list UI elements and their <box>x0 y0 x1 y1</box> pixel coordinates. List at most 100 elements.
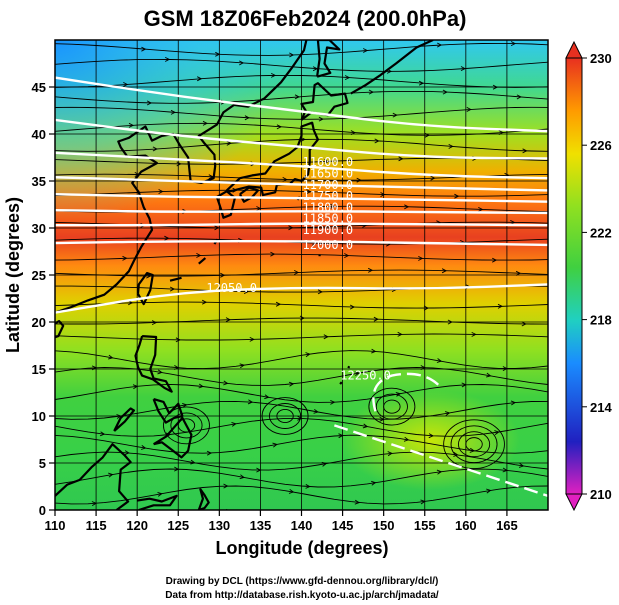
streamline-arrow <box>330 399 336 405</box>
height-contour <box>55 222 548 227</box>
streamline-arrow <box>354 499 360 505</box>
streamline-arrow <box>444 411 451 416</box>
streamline-arrow <box>460 66 466 72</box>
coast-island <box>169 276 182 282</box>
streamline-arrow <box>356 177 362 183</box>
contour-label: 11600.0 <box>303 155 354 169</box>
coast-island <box>347 365 351 369</box>
streamline-arrow <box>379 416 385 422</box>
streamline-arrow <box>158 189 164 194</box>
contour-label: 12000.0 <box>303 238 354 252</box>
streamline-arrow <box>99 431 106 437</box>
streamline-arrow <box>294 94 300 100</box>
streamline-arrow <box>486 372 492 378</box>
streamline-arrow <box>128 122 135 128</box>
streamline-arrow <box>349 304 356 310</box>
streamline-swirl <box>465 437 483 452</box>
streamline-arrow <box>362 48 369 53</box>
streamline-arrow <box>418 80 425 86</box>
streamline-arrow <box>91 501 98 506</box>
streamline-arrow <box>152 146 158 152</box>
contour-label: 11700.0 <box>303 178 354 192</box>
streamline-arrow <box>323 334 329 340</box>
streamline-arrow <box>371 348 377 354</box>
streamline <box>55 42 548 56</box>
streamline-arrow <box>518 463 525 468</box>
x-axis-ticks: 110 115 120 125 130 135 140 145 150 155 160 165 <box>45 510 518 533</box>
streamline-arrow <box>256 206 262 211</box>
y-tick-label: 10 <box>32 409 46 424</box>
streamline-arrow <box>239 363 245 369</box>
coast-visayas <box>152 398 184 424</box>
x-tick-label: 120 <box>126 518 148 533</box>
contour-label: 11900.0 <box>303 223 354 237</box>
x-tick-label: 160 <box>455 518 477 533</box>
streamline-arrow <box>492 84 499 90</box>
streamline-arrow <box>380 192 386 197</box>
streamline-arrow <box>392 112 398 118</box>
streamline-arrow <box>256 467 262 473</box>
streamline-arrow <box>123 82 129 87</box>
streamline-arrow <box>448 143 454 149</box>
x-tick-label: 135 <box>250 518 272 533</box>
coast-sulawesi <box>137 494 178 510</box>
coast-island <box>339 381 343 385</box>
x-tick-label: 110 <box>45 518 66 533</box>
streamline-arrow <box>344 75 351 81</box>
streamline-swirl <box>383 399 401 414</box>
streamline-arrow <box>289 52 295 58</box>
coast-taiwan <box>136 272 154 306</box>
y-tick-label: 30 <box>32 221 46 236</box>
contour-label: 12050.0 <box>206 281 257 295</box>
y-axis-title: Latitude (degrees) <box>3 197 23 353</box>
streamline-arrow <box>151 320 158 326</box>
streamline-arrow <box>338 433 344 439</box>
streamline-arrow <box>420 499 426 505</box>
colorbar-scale <box>565 57 583 495</box>
colorbar: 230 226 222 218 214 210 <box>565 40 612 512</box>
coast-halmahera <box>197 488 210 510</box>
streamline-arrow <box>312 66 319 72</box>
streamline-arrow <box>516 94 522 100</box>
streamline-arrow <box>239 474 245 480</box>
streamline-arrow <box>122 255 128 261</box>
height-contour-south <box>333 372 548 498</box>
streamline-arrow <box>146 273 152 279</box>
credit-data: Data from http://database.rish.kyoto-u.a… <box>165 590 439 601</box>
height-contour <box>55 208 548 215</box>
streamline-arrow <box>220 272 226 278</box>
x-tick-label: 125 <box>167 518 189 533</box>
streamline <box>55 74 548 88</box>
streamline <box>55 301 548 309</box>
streamline <box>55 58 548 72</box>
height-contour <box>55 283 548 314</box>
streamline-arrow <box>169 286 176 292</box>
streamline-arrow <box>442 89 448 95</box>
streamline-arrow <box>182 402 188 408</box>
streamline-swirl <box>443 419 505 469</box>
streamline-arrow <box>418 255 424 261</box>
streamline-arrow <box>206 450 213 456</box>
streamline-arrow <box>306 189 312 195</box>
streamline-arrow <box>225 317 231 323</box>
streamline-arrow <box>428 433 434 439</box>
colorbar-label: 226 <box>590 138 612 153</box>
streamline-arrow <box>436 358 443 363</box>
streamline-arrow <box>275 301 282 307</box>
streamline-arrow <box>276 124 283 130</box>
streamline-arrow <box>453 452 459 457</box>
streamline-arrow <box>127 300 134 306</box>
height-contour <box>55 151 548 180</box>
streamline-arrow <box>157 491 163 497</box>
coast-china <box>55 40 308 314</box>
streamline-arrow <box>264 394 270 400</box>
y-tick-label: 40 <box>32 127 46 142</box>
coast-luzon <box>134 335 173 393</box>
streamline-arrow <box>170 109 176 115</box>
streamline-arrow <box>491 257 498 263</box>
streamline-arrow <box>350 130 356 136</box>
streamline-arrow <box>515 270 522 276</box>
streamline <box>55 269 548 277</box>
streamline-arrow <box>373 316 379 322</box>
streamline-arrow <box>223 380 229 386</box>
